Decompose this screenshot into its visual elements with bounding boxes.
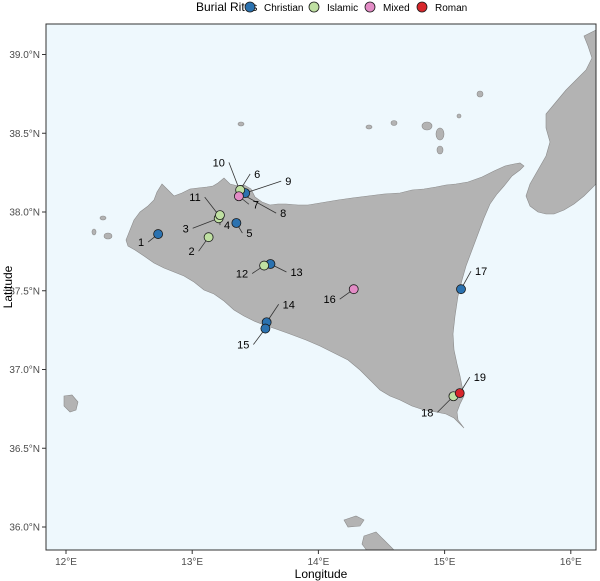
site-marker-15 xyxy=(260,323,271,334)
legend-label-mixed: Mixed xyxy=(383,3,410,14)
site-label-10: 10 xyxy=(213,157,225,169)
site-label-4: 4 xyxy=(224,220,230,232)
panel-border xyxy=(45,23,597,551)
legend-label-islamic: Islamic xyxy=(327,3,358,14)
site-label-1: 1 xyxy=(138,237,144,249)
legend-title: Burial Rites xyxy=(196,0,257,14)
ustica-island xyxy=(237,121,245,127)
site-marker-1 xyxy=(153,229,164,239)
x-tick-label: 15°E xyxy=(434,557,456,568)
site-label-16: 16 xyxy=(323,294,335,306)
x-tick-label: 13°E xyxy=(181,557,203,568)
site-marker-17 xyxy=(456,284,466,295)
x-tick-label: 16°E xyxy=(560,557,582,568)
site-label-3: 3 xyxy=(183,223,189,235)
legend-label-christian: Christian xyxy=(264,3,303,14)
legend-item-mixed: Mixed xyxy=(364,1,410,14)
site-label-13: 13 xyxy=(290,267,302,279)
site-marker-5 xyxy=(231,218,242,228)
legend-label-roman: Roman xyxy=(435,3,467,14)
land-layer xyxy=(63,29,596,550)
panarea-island xyxy=(456,113,462,119)
leader-line-9 xyxy=(245,180,282,194)
lipari-island xyxy=(435,127,445,141)
legend: Burial Rites Christian Islamic Mixed Rom… xyxy=(196,0,467,14)
site-marker-12 xyxy=(259,260,270,271)
site-marker-4 xyxy=(215,210,225,221)
sicily-landmass xyxy=(125,162,525,429)
leader-line-10 xyxy=(228,162,240,189)
site-label-11: 11 xyxy=(189,192,200,204)
x-tick-label: 14°E xyxy=(308,557,330,568)
site-label-8: 8 xyxy=(280,208,286,220)
legend-item-roman: Roman xyxy=(416,1,467,14)
legend-swatch-mixed xyxy=(364,1,376,13)
site-label-7: 7 xyxy=(253,199,259,211)
malta-landmass xyxy=(361,531,395,550)
site-label-6: 6 xyxy=(254,169,260,181)
site-label-18: 18 xyxy=(421,407,433,419)
calabria-landmass xyxy=(525,29,596,215)
linosa-island xyxy=(343,515,365,528)
legend-swatch-islamic xyxy=(308,1,320,13)
site-markers xyxy=(153,185,466,402)
x-axis: 12°E 13°E 14°E 15°E 16°E xyxy=(55,550,582,568)
egadi-marettimo xyxy=(91,228,97,236)
pantelleria-island xyxy=(63,394,79,413)
site-label-14: 14 xyxy=(283,299,295,311)
site-label-2: 2 xyxy=(188,246,194,258)
site-label-19: 19 xyxy=(474,372,486,384)
vulcano-island xyxy=(436,145,444,155)
site-label-5: 5 xyxy=(246,228,252,240)
x-tick-label: 12°E xyxy=(55,557,77,568)
site-label-15: 15 xyxy=(237,340,249,352)
stromboli-island xyxy=(476,90,484,98)
y-axis-title: Latitude xyxy=(1,265,15,308)
y-tick-label: 37.0°N xyxy=(9,365,40,376)
y-tick-label: 36.5°N xyxy=(9,444,40,455)
y-tick-label: 38.0°N xyxy=(9,208,40,219)
site-marker-7 xyxy=(233,191,244,202)
salina-island xyxy=(421,121,433,131)
filicudi-island xyxy=(390,120,398,126)
egadi-levanzo xyxy=(99,215,107,221)
legend-swatch-christian xyxy=(244,1,256,13)
site-marker-19 xyxy=(454,388,465,399)
legend-item-islamic: Islamic xyxy=(308,1,358,14)
site-label-17: 17 xyxy=(475,266,487,278)
y-tick-label: 38.5°N xyxy=(9,129,40,140)
site-label-12: 12 xyxy=(236,269,248,281)
egadi-favignana xyxy=(103,232,113,240)
site-marker-16 xyxy=(348,284,359,295)
y-tick-label: 36.0°N xyxy=(9,523,40,534)
legend-swatch-roman xyxy=(416,1,428,13)
y-axis: 39.0°N 38.5°N 38.0°N 37.5°N 37.0°N 36.5°N 36.0… xyxy=(9,50,46,534)
alicudi-island xyxy=(365,124,373,130)
site-label-9: 9 xyxy=(285,176,291,188)
legend-item-christian: Christian xyxy=(244,1,303,14)
y-tick-label: 37.5°N xyxy=(9,286,40,297)
y-tick-label: 39.0°N xyxy=(9,50,40,61)
site-marker-2 xyxy=(203,232,214,243)
x-axis-title: Longitude xyxy=(295,567,348,581)
